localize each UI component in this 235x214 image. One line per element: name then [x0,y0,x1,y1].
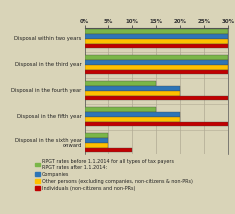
Bar [85,107,156,112]
Bar [85,34,228,39]
Bar [85,70,228,74]
Bar [85,30,228,34]
Bar [85,65,228,70]
Bar [85,138,109,143]
Bar [85,143,109,148]
Bar [85,60,228,65]
Bar [85,86,180,91]
Bar [85,55,228,60]
Legend: RPGT rates before 1.1.2014 for all types of tax payers
RPGT rates after 1.1.2014: RPGT rates before 1.1.2014 for all types… [35,159,192,191]
Bar [85,44,228,49]
Bar [85,91,180,96]
Bar [85,39,228,44]
Bar [85,82,156,86]
Bar [85,96,228,100]
Bar [85,122,228,126]
Bar [85,112,180,117]
Bar [85,133,109,138]
Bar [85,117,180,122]
Bar [85,148,132,152]
